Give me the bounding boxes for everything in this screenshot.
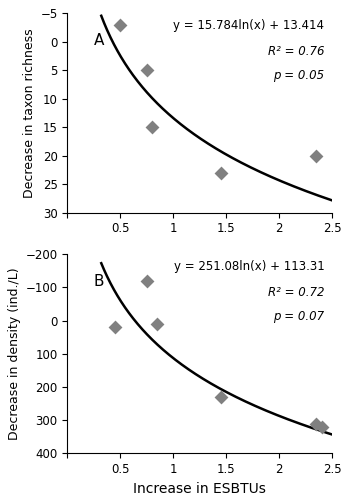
- Point: [155, 320, 160, 328]
- Text: R² = 0.72: R² = 0.72: [268, 286, 324, 299]
- Text: R² = 0.76: R² = 0.76: [268, 45, 324, 58]
- Point: [218, 169, 224, 177]
- Text: A: A: [94, 33, 104, 48]
- Point: [149, 123, 155, 131]
- Point: [118, 21, 123, 29]
- Point: [112, 323, 118, 331]
- Text: y = 251.08ln(x) + 113.31: y = 251.08ln(x) + 113.31: [174, 260, 324, 273]
- Y-axis label: Decrease in density (ind./L): Decrease in density (ind./L): [8, 268, 21, 440]
- Point: [144, 66, 150, 74]
- Text: p = 0.05: p = 0.05: [273, 69, 324, 82]
- Y-axis label: Decrease in taxon richness: Decrease in taxon richness: [23, 28, 36, 198]
- X-axis label: Increase in ESBTUs: Increase in ESBTUs: [133, 482, 266, 495]
- Point: [319, 423, 324, 431]
- Point: [218, 393, 224, 401]
- Point: [314, 152, 319, 160]
- Point: [144, 277, 150, 285]
- Text: p = 0.07: p = 0.07: [273, 310, 324, 323]
- Point: [314, 419, 319, 427]
- Text: y = 15.784ln(x) + 13.414: y = 15.784ln(x) + 13.414: [173, 19, 324, 32]
- Text: B: B: [94, 274, 104, 289]
